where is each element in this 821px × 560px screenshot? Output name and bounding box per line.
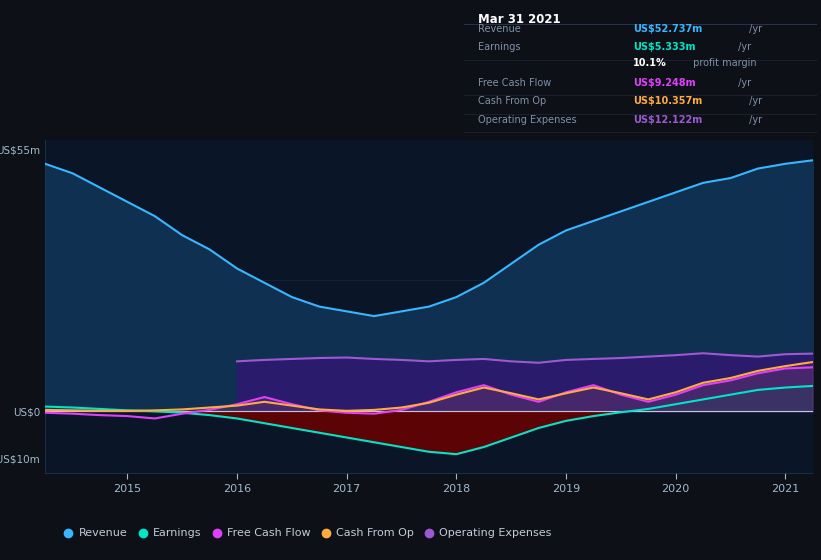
Text: Mar 31 2021: Mar 31 2021 bbox=[478, 13, 561, 26]
Text: Cash From Op: Cash From Op bbox=[478, 96, 546, 106]
Text: US$9.248m: US$9.248m bbox=[633, 78, 696, 88]
Text: /yr: /yr bbox=[746, 115, 763, 125]
Text: Free Cash Flow: Free Cash Flow bbox=[478, 78, 551, 88]
Text: /yr: /yr bbox=[746, 24, 763, 34]
Text: US$5.333m: US$5.333m bbox=[633, 43, 696, 52]
Text: Earnings: Earnings bbox=[478, 43, 521, 52]
Text: /yr: /yr bbox=[746, 96, 763, 106]
Text: 10.1%: 10.1% bbox=[633, 58, 667, 68]
Text: US$52.737m: US$52.737m bbox=[633, 24, 703, 34]
Text: profit margin: profit margin bbox=[690, 58, 756, 68]
Text: US$12.122m: US$12.122m bbox=[633, 115, 703, 125]
Text: /yr: /yr bbox=[735, 43, 751, 52]
Text: Revenue: Revenue bbox=[478, 24, 521, 34]
Legend: Revenue, Earnings, Free Cash Flow, Cash From Op, Operating Expenses: Revenue, Earnings, Free Cash Flow, Cash … bbox=[60, 524, 556, 543]
Text: US$10.357m: US$10.357m bbox=[633, 96, 703, 106]
Text: Operating Expenses: Operating Expenses bbox=[478, 115, 576, 125]
Text: /yr: /yr bbox=[735, 78, 751, 88]
